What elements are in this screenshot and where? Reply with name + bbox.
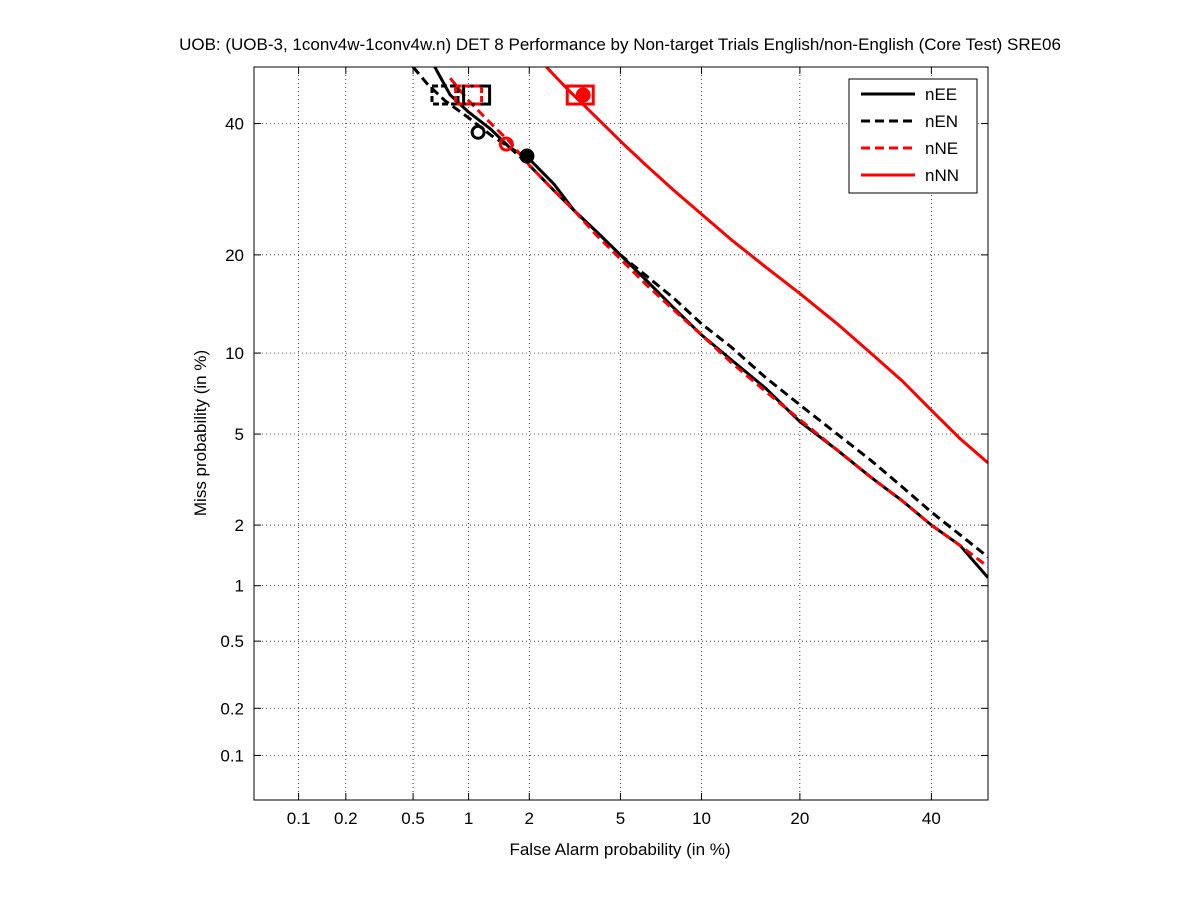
y-tick-label: 0.2 [220,699,244,718]
min-dcf-marker-nEE [519,148,535,164]
y-tick-label: 5 [235,425,244,444]
legend-label: nNN [925,166,959,185]
min-dcf-marker-nEN [470,124,486,140]
series-line-nEE [433,67,988,579]
series-line-nEN [411,67,988,559]
x-tick-label: 20 [790,809,809,828]
legend: nEE nEN nNE nNN [848,78,978,194]
act-dcf-marker-nNE [454,84,484,106]
x-tick-label: 2 [525,809,534,828]
act-dcf-marker-nNN [565,84,595,106]
series-lines [411,67,988,579]
axis-ticks: 0.1 0.2 0.5 1 2 5 10 20 40 0.1 0.2 0.5 1 2 5 10 20 40 [220,67,988,828]
min-dcf-marker-nNN [575,87,591,103]
x-tick-label: 10 [692,809,711,828]
y-axis-label: Miss probability (in %) [191,350,210,516]
y-tick-label: 0.5 [220,632,244,651]
y-tick-label: 1 [235,577,244,596]
x-tick-label: 40 [922,809,941,828]
x-axis-label: False Alarm probability (in %) [509,840,730,859]
y-tick-label: 10 [225,344,244,363]
dcf-markers [430,84,595,164]
y-tick-label: 0.1 [220,746,244,765]
chart-title: UOB: (UOB-3, 1conv4w-1conv4w.n) DET 8 Pe… [179,35,1061,54]
plot-frame [253,66,989,801]
min-dcf-marker-nNE [498,136,514,152]
x-tick-label: 1 [464,809,473,828]
series-line-nNN [545,67,988,465]
y-tick-label: 2 [235,516,244,535]
y-tick-label: 20 [225,246,244,265]
x-tick-label: 0.2 [334,809,358,828]
x-tick-label: 0.5 [401,809,425,828]
legend-label: nEE [925,85,957,104]
x-tick-label: 5 [616,809,625,828]
y-tick-label: 40 [225,115,244,134]
act-dcf-marker-nEN [430,84,460,106]
series-line-nNE [449,77,988,568]
legend-label: nNE [925,139,958,158]
legend-label: nEN [925,112,958,131]
x-tick-label: 0.1 [287,809,311,828]
